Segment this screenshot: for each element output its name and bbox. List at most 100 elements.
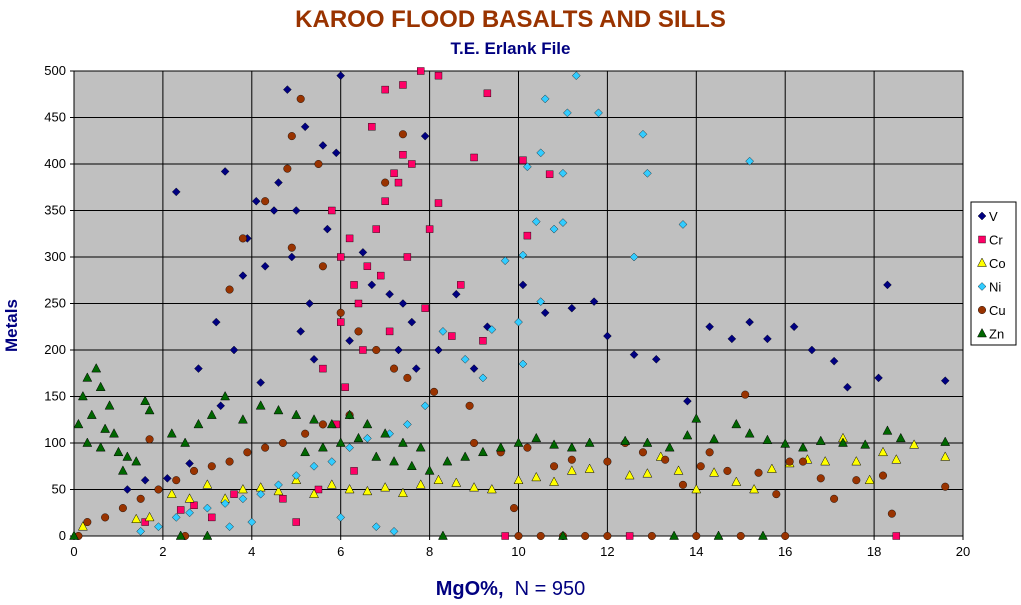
data-point-zn: [780, 438, 791, 448]
series-cr: [141, 67, 901, 540]
data-point-v: [251, 196, 261, 206]
data-point-ni: [460, 355, 470, 364]
data-point-cr: [141, 518, 149, 526]
data-point-cu: [816, 474, 825, 483]
data-point-zn: [69, 530, 79, 540]
data-point-cu: [567, 455, 576, 464]
data-point-ni: [203, 503, 212, 513]
data-point-ni: [558, 169, 568, 178]
data-point-ni: [220, 499, 230, 508]
data-point-cr: [519, 156, 527, 164]
data-point-ni: [225, 522, 234, 531]
y-tick-label: 100: [44, 435, 66, 450]
data-point-cr: [381, 85, 389, 94]
data-point-v: [540, 308, 550, 318]
data-point-cr: [341, 383, 349, 391]
data-point-cu: [372, 346, 381, 355]
data-point-zn: [113, 446, 124, 457]
data-point-cu: [296, 94, 305, 103]
data-point-v: [843, 382, 852, 392]
data-point-cu: [225, 285, 234, 294]
data-point-cr: [399, 81, 407, 89]
data-point-cr: [448, 332, 456, 340]
data-point-cr: [359, 346, 367, 354]
data-point-cu: [465, 401, 474, 410]
y-tick-label: 450: [44, 110, 66, 125]
data-point-ni: [558, 218, 568, 227]
data-point-ni: [518, 359, 528, 369]
x-axis-label-main: MgO%,: [435, 578, 504, 600]
y-tick-label: 150: [44, 389, 66, 404]
data-point-v: [256, 378, 265, 387]
data-point-cr: [368, 123, 376, 131]
data-point-ni: [629, 252, 639, 262]
data-point-cr: [434, 199, 443, 207]
data-point-ni: [536, 297, 546, 306]
data-point-v: [518, 280, 528, 290]
legend-marker-zn: [977, 327, 987, 338]
data-point-ni: [563, 108, 572, 118]
data-point-zn: [175, 530, 186, 540]
legend-box: [970, 201, 1017, 346]
data-point-v: [398, 299, 408, 308]
data-point-co: [326, 479, 337, 489]
y-tick-label: 500: [44, 63, 66, 78]
data-point-cu: [354, 327, 363, 336]
data-point-co: [766, 463, 777, 473]
data-point-cu: [238, 234, 247, 243]
data-point-cu: [190, 466, 199, 475]
data-point-cr: [354, 299, 363, 308]
data-point-v: [194, 364, 203, 373]
data-point-cu: [154, 485, 163, 494]
data-point-v: [269, 206, 279, 215]
data-point-zn: [95, 381, 106, 391]
data-point-cu: [798, 457, 807, 466]
data-point-v: [883, 280, 892, 290]
data-point-cr: [345, 234, 354, 243]
data-point-v: [291, 206, 301, 215]
data-point-v: [745, 317, 754, 327]
data-point-cu: [118, 504, 127, 513]
data-point-cr: [470, 153, 478, 162]
data-point-cu: [278, 439, 287, 448]
data-point-zn: [664, 442, 675, 452]
data-point-zn: [460, 451, 471, 461]
data-point-co: [273, 485, 284, 496]
data-point-cr: [545, 170, 554, 178]
data-point-cu: [403, 373, 412, 382]
data-point-co: [820, 456, 831, 466]
data-point-zn: [380, 428, 391, 438]
data-point-cu: [887, 509, 896, 518]
data-point-ni: [523, 162, 532, 172]
data-point-zn: [180, 437, 191, 447]
data-point-v: [331, 148, 341, 158]
data-point-co: [398, 487, 408, 497]
data-point-cu: [287, 132, 296, 141]
legend-item-cr: Cr: [978, 233, 1003, 248]
data-point-co: [909, 439, 920, 449]
data-point-cr: [208, 513, 216, 522]
data-point-ni: [518, 250, 528, 260]
data-point-zn: [73, 418, 84, 429]
legend-label: Cu: [989, 303, 1006, 318]
data-point-ni: [478, 373, 488, 383]
data-point-zn: [860, 439, 871, 449]
data-point-cu: [283, 164, 292, 173]
x-tick-label: 8: [426, 544, 433, 559]
data-point-v: [185, 459, 194, 468]
data-point-co: [584, 463, 595, 473]
data-point-cu: [287, 243, 296, 252]
data-point-v: [123, 485, 132, 494]
x-tick-label: 16: [778, 544, 792, 559]
data-point-co: [451, 477, 462, 487]
data-point-co: [891, 454, 902, 464]
data-point-v: [451, 289, 461, 299]
data-point-cr: [314, 485, 323, 494]
data-point-cu: [647, 532, 656, 541]
data-point-cu: [318, 262, 327, 271]
data-point-v: [411, 364, 421, 373]
data-point-ni: [336, 513, 345, 522]
data-point-v: [358, 248, 368, 257]
data-point-v: [589, 297, 599, 306]
legend-label: Cr: [989, 233, 1003, 248]
